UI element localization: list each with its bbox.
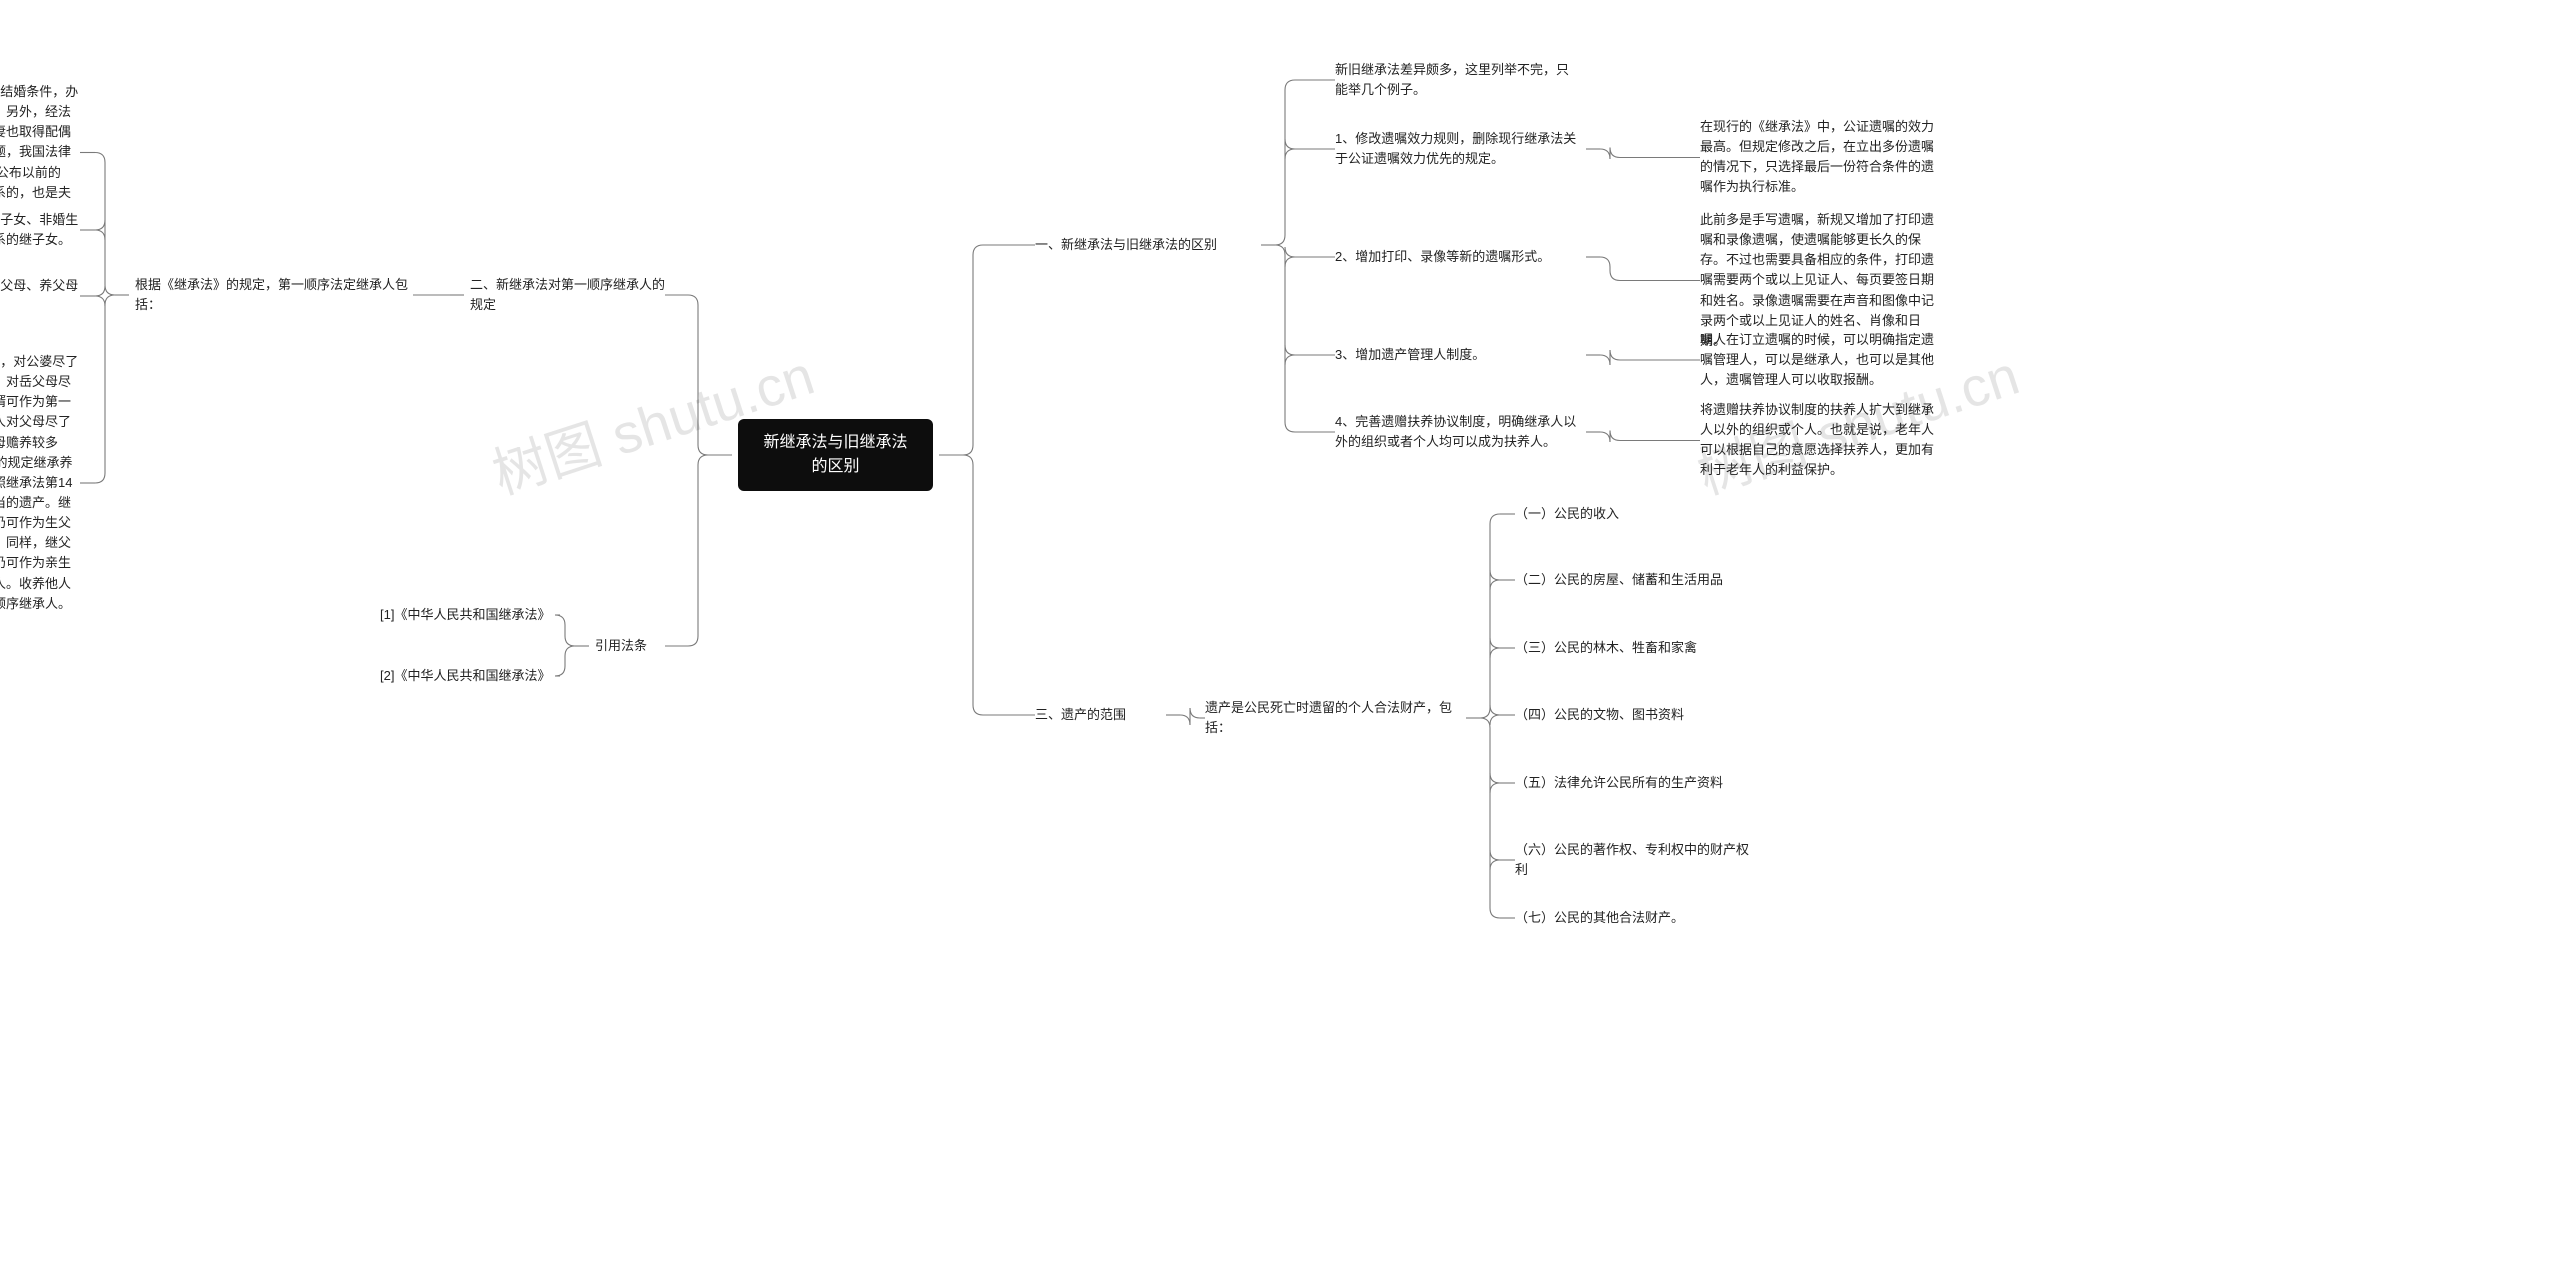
mindmap-node: 4、完善遗赠扶养协议制度，明确继承人以外的组织或者个人均可以成为扶养人。 bbox=[1335, 412, 1580, 452]
mindmap-node: （三）公民的林木、牲畜和家禽 bbox=[1515, 638, 1735, 658]
mindmap-node: （4）另外，根据法律规定，对公婆尽了主要赡养义务的丧偶儿媳、对岳父母尽了主要赡养… bbox=[0, 352, 80, 614]
mindmap-node: （五）法律允许公民所有的生产资料 bbox=[1515, 773, 1735, 793]
mindmap-node: （一）公民的收入 bbox=[1515, 504, 1735, 524]
mindmap-node: 1、修改遗嘱效力规则，删除现行继承法关于公证遗嘱效力优先的规定。 bbox=[1335, 129, 1580, 169]
mindmap-node: （六）公民的著作权、专利权中的财产权利 bbox=[1515, 840, 1755, 880]
mindmap-node: [1]《中华人民共和国继承法》 bbox=[380, 605, 560, 625]
mindmap-node: 一、新继承法与旧继承法的区别 bbox=[1035, 235, 1255, 255]
center-node: 新继承法与旧继承法的区别 bbox=[738, 419, 933, 491]
mindmap-node: （3）父母。父母包括亲生父母、养父母和有抚养关系的继父母。 bbox=[0, 276, 80, 316]
mindmap-node: （四）公民的文物、图书资料 bbox=[1515, 705, 1735, 725]
mindmap-node: （七）公民的其他合法财产。 bbox=[1515, 908, 1735, 928]
mindmap-node: 二、新继承法对第一顺序继承人的规定 bbox=[470, 275, 665, 315]
mindmap-node: （二）公民的房屋、储蓄和生活用品 bbox=[1515, 570, 1735, 590]
mindmap-node: 新旧继承法差异颇多，这里列举不完，只能举几个例子。 bbox=[1335, 60, 1580, 100]
mindmap-node: 遗产是公民死亡时遗留的个人合法财产，包括： bbox=[1205, 698, 1460, 738]
mindmap-node: 3、增加遗产管理人制度。 bbox=[1335, 345, 1580, 365]
mindmap-node: 将遗赠扶养协议制度的扶养人扩大到继承人以外的组织或个人。也就是说，老年人可以根据… bbox=[1700, 400, 1945, 481]
mindmap-node: [2]《中华人民共和国继承法》 bbox=[380, 666, 560, 686]
mindmap-node: （2）子女。子女包括婚生子女、非婚生子女、养子女、有抚养关系的继子女。 bbox=[0, 210, 80, 250]
mindmap-node: 三、遗产的范围 bbox=[1035, 705, 1160, 725]
mindmap-node: 在现行的《继承法》中，公证遗嘱的效力最高。但规定修改之后，在立出多份遗嘱的情况下… bbox=[1700, 117, 1945, 198]
mindmap-node: （1）配偶。配偶是指符合结婚条件，办理了结婚登记的合法夫妻。另外，经法院确认属于… bbox=[0, 82, 80, 223]
mindmap-node: 2、增加打印、录像等新的遗嘱形式。 bbox=[1335, 247, 1580, 267]
mindmap-node: 根据《继承法》的规定，第一顺序法定继承人包括： bbox=[135, 275, 413, 315]
mindmap-node: 嘱人在订立遗嘱的时候，可以明确指定遗嘱管理人，可以是继承人，也可以是其他人，遗嘱… bbox=[1700, 330, 1945, 390]
mindmap-node: 引用法条 bbox=[595, 636, 665, 656]
